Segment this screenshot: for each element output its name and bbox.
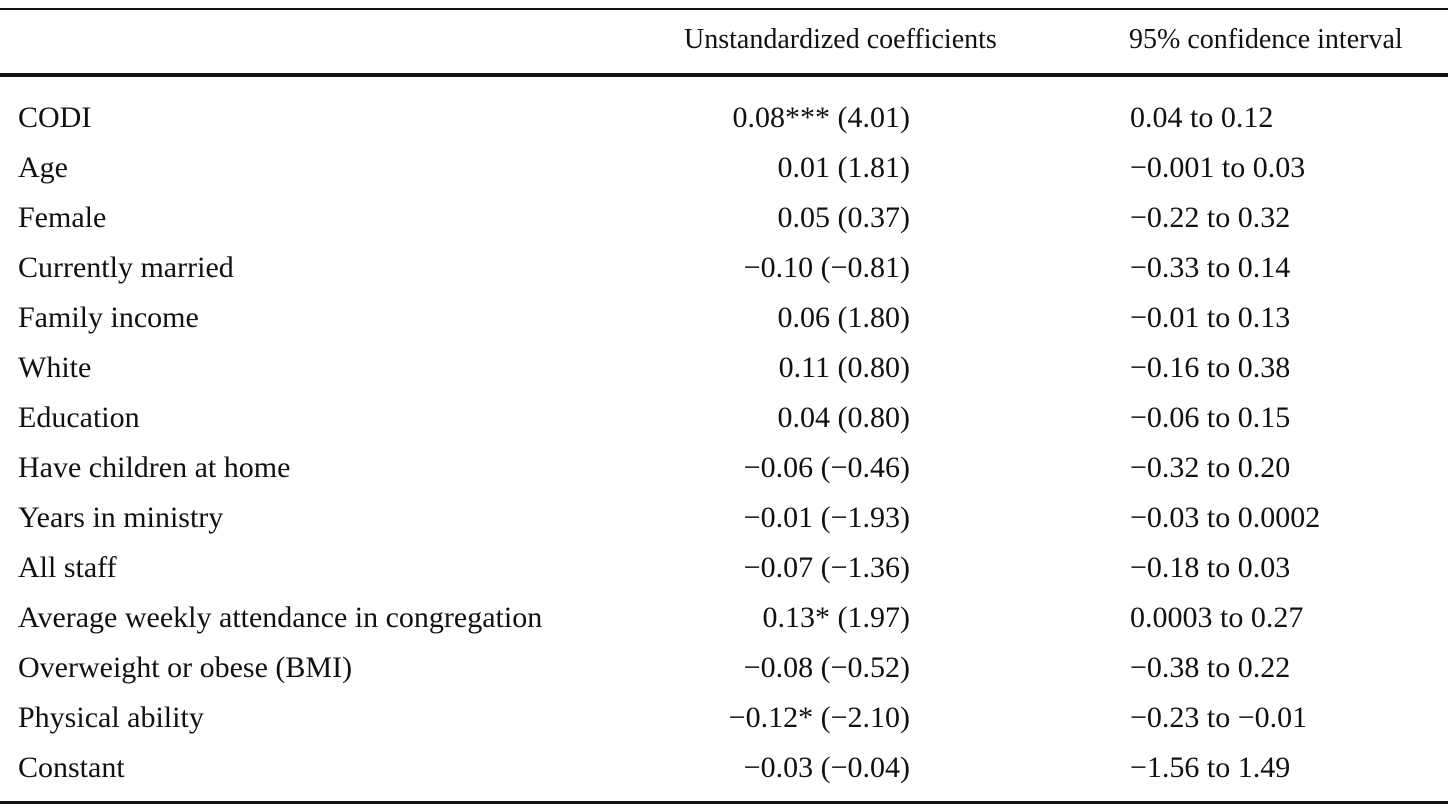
confidence-interval-value: 0.04 to 0.12 [1130, 101, 1274, 134]
confidence-interval-value: −0.38 to 0.22 [1130, 651, 1291, 684]
coefficient-value: −0.12* (−2.10) [728, 701, 910, 734]
variable-label: Education [18, 401, 140, 434]
variable-label: Constant [18, 751, 125, 784]
confidence-interval-value: −0.001 to 0.03 [1130, 151, 1306, 184]
confidence-interval-value: −0.01 to 0.13 [1130, 301, 1291, 334]
coefficient-value: −0.08 (−0.52) [743, 651, 910, 684]
table-top-rule [0, 8, 1448, 10]
confidence-interval-value: −0.16 to 0.38 [1130, 351, 1291, 384]
coefficient-value: 0.13* (1.97) [762, 601, 910, 634]
confidence-interval-value: −0.32 to 0.20 [1130, 451, 1291, 484]
coefficient-value: 0.08*** (4.01) [732, 101, 910, 134]
confidence-interval-column-header: 95% confidence interval [1129, 24, 1403, 55]
coefficient-value: −0.10 (−0.81) [743, 251, 910, 284]
variable-label: Have children at home [18, 451, 291, 484]
coefficient-value: −0.03 (−0.04) [743, 751, 910, 784]
table-header-rule [0, 73, 1448, 77]
variable-label: Overweight or obese (BMI) [18, 651, 353, 684]
confidence-interval-value: −0.03 to 0.0002 [1130, 501, 1321, 534]
confidence-interval-value: −0.23 to −0.01 [1130, 701, 1308, 734]
variable-label: Average weekly attendance in congregatio… [18, 601, 543, 634]
confidence-interval-value: −0.33 to 0.14 [1130, 251, 1291, 284]
variable-label: White [18, 351, 92, 384]
variable-label: Family income [18, 301, 199, 334]
coefficient-value: −0.07 (−1.36) [743, 551, 910, 584]
coefficient-value: 0.06 (1.80) [777, 301, 910, 334]
variable-label: Age [18, 151, 68, 184]
confidence-interval-value: −0.18 to 0.03 [1130, 551, 1291, 584]
confidence-interval-value: 0.0003 to 0.27 [1130, 601, 1304, 634]
coefficient-value: 0.01 (1.81) [777, 151, 910, 184]
variable-label: Currently married [18, 251, 234, 284]
variable-label: Years in ministry [18, 501, 224, 534]
confidence-interval-value: −0.22 to 0.32 [1130, 201, 1291, 234]
coefficient-value: 0.04 (0.80) [777, 401, 910, 434]
coefficient-value: 0.11 (0.80) [778, 351, 910, 384]
confidence-interval-value: −0.06 to 0.15 [1130, 401, 1291, 434]
table-bottom-rule [0, 801, 1448, 804]
variable-label: Female [18, 201, 107, 234]
variable-label: All staff [18, 551, 117, 584]
variable-label: CODI [18, 101, 92, 134]
confidence-interval-value: −1.56 to 1.49 [1130, 751, 1291, 784]
coefficients-column-header: Unstandardized coefficients [684, 24, 997, 55]
variable-label: Physical ability [18, 701, 204, 734]
coefficient-value: −0.01 (−1.93) [743, 501, 910, 534]
coefficient-value: 0.05 (0.37) [777, 201, 910, 234]
coefficient-value: −0.06 (−0.46) [743, 451, 910, 484]
